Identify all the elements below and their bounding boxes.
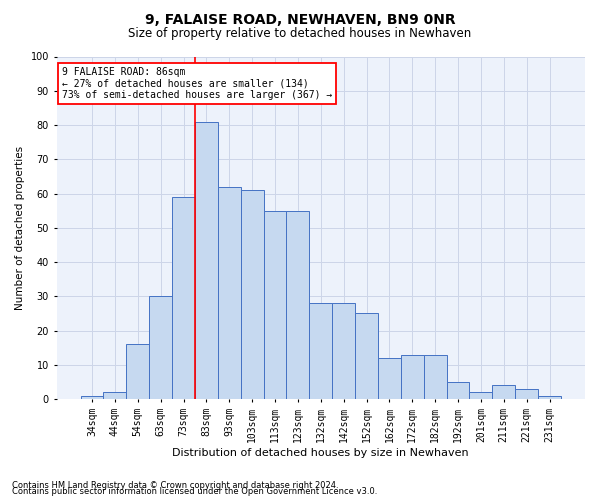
Text: Contains public sector information licensed under the Open Government Licence v3: Contains public sector information licen… xyxy=(12,487,377,496)
Bar xyxy=(515,389,538,399)
Bar xyxy=(446,382,469,399)
Bar xyxy=(195,122,218,399)
Bar xyxy=(127,344,149,399)
Text: 9 FALAISE ROAD: 86sqm
← 27% of detached houses are smaller (134)
73% of semi-det: 9 FALAISE ROAD: 86sqm ← 27% of detached … xyxy=(62,67,332,100)
Bar xyxy=(286,210,310,399)
Bar xyxy=(241,190,263,399)
Bar xyxy=(172,197,195,399)
Bar xyxy=(263,210,286,399)
Bar xyxy=(401,354,424,399)
Bar xyxy=(424,354,446,399)
Bar xyxy=(218,186,241,399)
Bar xyxy=(80,396,103,399)
Bar xyxy=(149,296,172,399)
Text: 9, FALAISE ROAD, NEWHAVEN, BN9 0NR: 9, FALAISE ROAD, NEWHAVEN, BN9 0NR xyxy=(145,12,455,26)
Text: Size of property relative to detached houses in Newhaven: Size of property relative to detached ho… xyxy=(128,28,472,40)
Text: Contains HM Land Registry data © Crown copyright and database right 2024.: Contains HM Land Registry data © Crown c… xyxy=(12,481,338,490)
Bar xyxy=(493,386,515,399)
Y-axis label: Number of detached properties: Number of detached properties xyxy=(15,146,25,310)
Bar xyxy=(103,392,127,399)
Bar xyxy=(469,392,493,399)
Bar xyxy=(332,303,355,399)
Bar xyxy=(378,358,401,399)
Bar xyxy=(310,303,332,399)
Bar xyxy=(538,396,561,399)
Bar xyxy=(355,314,378,399)
X-axis label: Distribution of detached houses by size in Newhaven: Distribution of detached houses by size … xyxy=(172,448,469,458)
